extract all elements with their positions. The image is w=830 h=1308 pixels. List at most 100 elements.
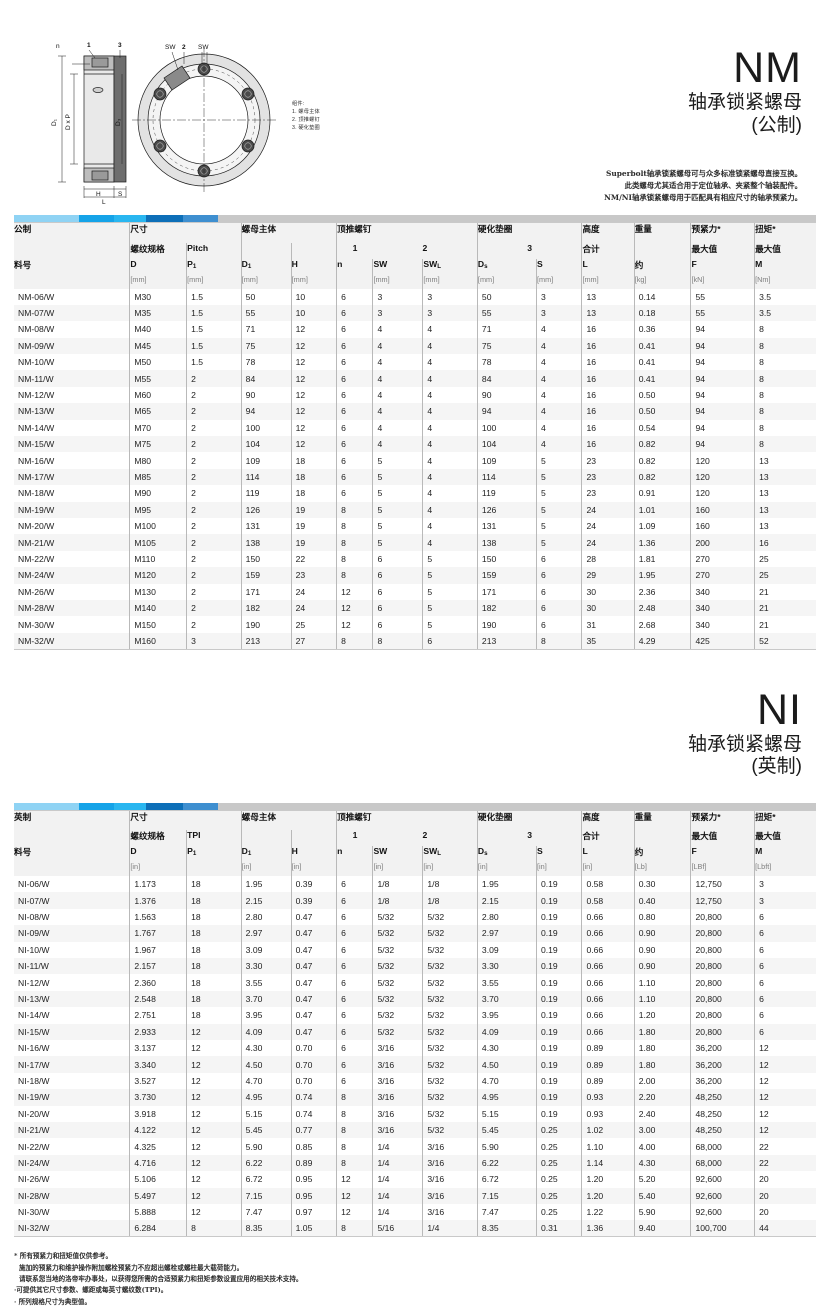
- value-cell: 0.74: [290, 1105, 337, 1122]
- value-cell: 4: [372, 419, 423, 437]
- value-cell: 5.15: [476, 1105, 537, 1122]
- value-cell: 200: [690, 534, 755, 551]
- table-row: NM-13/W M65 2 94 12 6 4 4 94 4 16 0.50 94 8: [14, 403, 816, 420]
- value-cell: 0.47: [290, 974, 337, 991]
- value-cell: 90: [476, 386, 537, 404]
- value-cell: 1.20: [633, 1007, 691, 1024]
- table-row: NI-13/W 2.548 18 3.70 0.47 6 5/32 5/32 3.70 0.19 0…: [14, 990, 816, 1008]
- value-cell: 55: [690, 288, 755, 305]
- part-number-cell: NI-18/W: [14, 1072, 130, 1090]
- mh-preload-max: 最大值: [690, 242, 755, 259]
- drawing-legend: 组件: 1. 螺母主体 2. 顶推螺钉 3. 硬化垫圈: [292, 100, 320, 132]
- value-cell: 16: [754, 534, 816, 551]
- value-cell: 0.14: [633, 288, 691, 305]
- value-cell: 3.70: [240, 990, 292, 1008]
- value-cell: 16: [581, 436, 635, 453]
- value-cell: 20,800: [690, 1023, 755, 1040]
- mh-unit-M: [Nm]: [754, 274, 816, 289]
- ih-pitch: TPI: [186, 830, 242, 847]
- value-cell: 8: [754, 370, 816, 387]
- value-cell: 2.36: [633, 583, 691, 600]
- value-cell: 6: [336, 386, 373, 404]
- part-number-cell: NM-07/W: [14, 304, 130, 322]
- value-cell: 4: [422, 501, 478, 518]
- value-cell: 68,000: [690, 1154, 755, 1172]
- value-cell: 0.47: [290, 958, 337, 975]
- value-cell: 4: [535, 419, 582, 437]
- table-row: NM-26/W M130 2 171 24 12 6 5 171 6 30 2.36 340 21: [14, 583, 816, 600]
- value-cell: 0.19: [535, 1056, 582, 1073]
- value-cell: 8: [186, 1220, 242, 1238]
- ih-unit-H: [in]: [290, 862, 337, 877]
- mh-sym-M: M: [754, 258, 816, 275]
- value-cell: 8: [754, 436, 816, 453]
- value-cell: 2: [186, 583, 242, 600]
- table-row: NM-21/W M105 2 138 19 8 5 4 138 5 24 1.36 200 16: [14, 534, 816, 551]
- value-cell: 4.50: [240, 1056, 292, 1073]
- value-cell: 5: [372, 517, 423, 535]
- value-cell: 6: [336, 452, 373, 469]
- value-cell: 3.730: [129, 1089, 187, 1106]
- label-n: n: [56, 43, 60, 50]
- ih-sym-D1: D1: [240, 846, 292, 863]
- value-cell: 1.10: [581, 1138, 635, 1155]
- value-cell: 6: [336, 468, 373, 486]
- mh-sym-L: L: [581, 258, 635, 275]
- part-number-cell: NI-26/W: [14, 1171, 130, 1188]
- value-cell: 5/32: [372, 974, 423, 991]
- value-cell: 114: [476, 468, 537, 486]
- value-cell: 13: [754, 517, 816, 535]
- value-cell: 0.36: [633, 321, 691, 338]
- value-cell: 16: [581, 354, 635, 371]
- part-number-cell: NI-22/W: [14, 1138, 130, 1155]
- mh-sym-H: H: [290, 258, 337, 275]
- legend-item-1: 1. 螺母主体: [292, 109, 320, 116]
- value-cell: 0.90: [633, 941, 691, 959]
- value-cell: 24: [581, 534, 635, 551]
- value-cell: 5.15: [240, 1105, 292, 1122]
- value-cell: 0.19: [535, 1072, 582, 1090]
- value-cell: 0.19: [535, 974, 582, 991]
- color-seg-1: [14, 215, 79, 222]
- value-cell: 92,600: [690, 1187, 755, 1204]
- value-cell: 159: [476, 567, 537, 584]
- value-cell: 5/32: [422, 941, 478, 959]
- value-cell: 12: [336, 1187, 373, 1204]
- table-row: NM-28/W M140 2 182 24 12 6 5 182 6 30 2.48 340 21: [14, 599, 816, 617]
- value-cell: 5: [422, 599, 478, 617]
- ih-sym-L: L: [581, 846, 635, 863]
- table-row: NM-07/W M35 1.5 55 10 6 3 3 55 3 13 0.18 55 3.5: [14, 304, 816, 322]
- value-cell: 5: [372, 501, 423, 518]
- color-seg-i2: [79, 802, 114, 810]
- value-cell: 340: [690, 599, 755, 617]
- value-cell: 12: [754, 1121, 816, 1139]
- value-cell: 21: [754, 583, 816, 600]
- value-cell: 24: [290, 599, 337, 617]
- value-cell: 5.90: [633, 1203, 691, 1221]
- value-cell: 3: [754, 876, 816, 893]
- value-cell: 1.5: [186, 304, 242, 322]
- value-cell: 2: [186, 599, 242, 617]
- value-cell: 6: [422, 632, 478, 650]
- value-cell: 8: [754, 403, 816, 420]
- part-number-cell: NM-14/W: [14, 419, 130, 437]
- value-cell: 5/32: [372, 958, 423, 975]
- value-cell: 84: [476, 370, 537, 387]
- value-cell: 0.54: [633, 419, 691, 437]
- imperial-spec-table: 英制 尺寸 螺母主体 顶推螺钉 硬化垫圈 高度 重量 预紧力* 扭矩* 螺纹规格…: [14, 809, 816, 1238]
- value-cell: 5/32: [372, 1023, 423, 1040]
- value-cell: 8: [336, 1138, 373, 1155]
- value-cell: 0.25: [535, 1171, 582, 1188]
- value-cell: M70: [129, 419, 187, 437]
- value-cell: 31: [581, 616, 635, 633]
- value-cell: 18: [186, 925, 242, 942]
- value-cell: 12: [336, 1171, 373, 1188]
- value-cell: 12: [186, 1187, 242, 1204]
- value-cell: 3/16: [372, 1105, 423, 1122]
- ih-sym-M: M: [754, 846, 816, 863]
- value-cell: 6: [336, 1072, 373, 1090]
- value-cell: 5/32: [422, 1105, 478, 1122]
- mh-blank-3: [290, 242, 337, 259]
- value-cell: 20,800: [690, 941, 755, 959]
- value-cell: 4: [372, 403, 423, 420]
